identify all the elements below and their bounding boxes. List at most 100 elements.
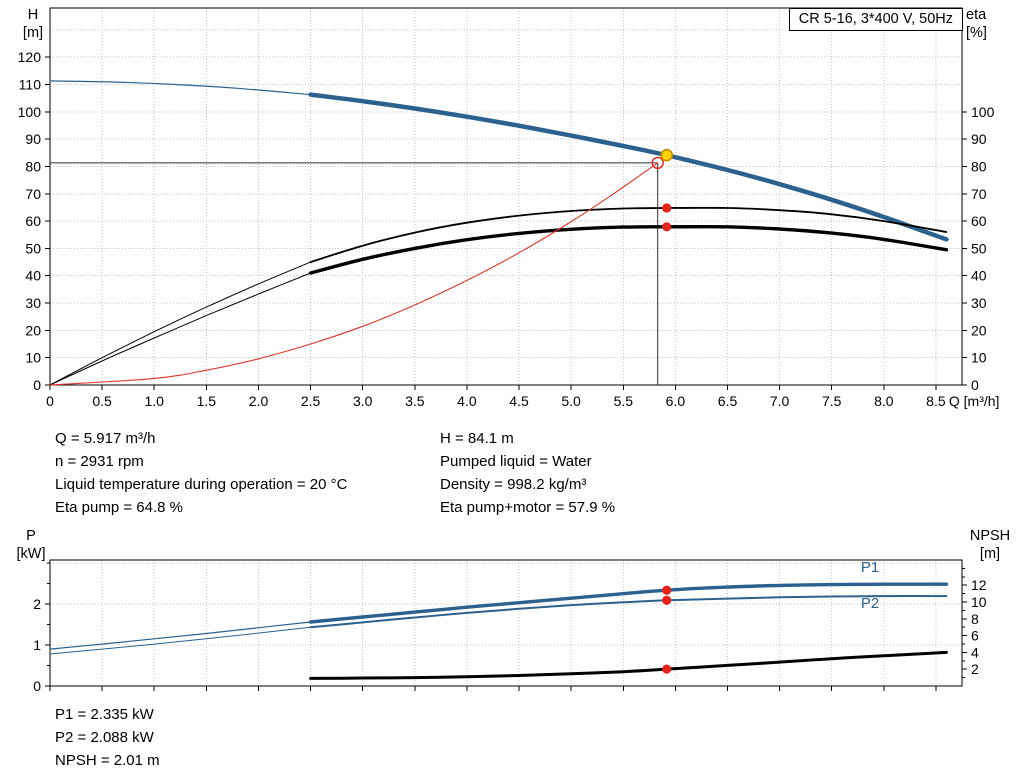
svg-text:5.5: 5.5 (614, 393, 634, 409)
svg-text:50: 50 (971, 240, 987, 256)
p-axis-symbol: P (26, 528, 36, 544)
svg-text:70: 70 (25, 186, 41, 202)
eta-pump-curve-extension (49, 261, 312, 386)
duty-info-right-column: H = 84.1 m Pumped liquid = Water Density… (440, 427, 615, 519)
eta-pump-motor-curve (308, 224, 949, 275)
svg-text:1.5: 1.5 (197, 393, 217, 409)
svg-text:0.5: 0.5 (92, 393, 112, 409)
svg-text:4: 4 (971, 644, 979, 660)
svg-text:1.0: 1.0 (144, 393, 164, 409)
eta-axis-title: eta [%] (966, 6, 1010, 42)
svg-text:4.5: 4.5 (509, 393, 529, 409)
info-speed: n = 2931 rpm (55, 453, 144, 470)
svg-text:30: 30 (25, 295, 41, 311)
p1-label: P1 (861, 559, 879, 576)
p1-curve (308, 582, 949, 624)
h-axis-symbol: H (27, 7, 39, 23)
svg-text:120: 120 (18, 49, 42, 65)
svg-text:80: 80 (25, 158, 41, 174)
duty-point-p2 (662, 595, 672, 605)
info-eta-pump: Eta pump = 64.8 % (55, 499, 183, 516)
svg-text:0: 0 (46, 393, 54, 409)
svg-text:8.0: 8.0 (874, 393, 894, 409)
svg-text:6: 6 (971, 628, 979, 644)
svg-text:30: 30 (971, 295, 987, 311)
svg-text:80: 80 (971, 158, 987, 174)
svg-text:4.0: 4.0 (457, 393, 477, 409)
svg-text:0: 0 (971, 377, 979, 393)
p2-label: P2 (861, 595, 879, 612)
svg-text:60: 60 (971, 213, 987, 229)
info-head: H = 84.1 m (440, 430, 514, 447)
svg-text:7.0: 7.0 (770, 393, 790, 409)
p2-curve (309, 595, 948, 629)
result-npsh: NPSH = 2.01 m (55, 752, 160, 769)
duty-point-head (660, 148, 674, 162)
svg-text:70: 70 (971, 186, 987, 202)
svg-text:110: 110 (19, 77, 42, 93)
svg-text:2.0: 2.0 (249, 393, 269, 409)
hq-curve (308, 92, 949, 242)
h-axis-unit: [m] (22, 25, 44, 41)
svg-text:Q [m³/h]: Q [m³/h] (949, 393, 1000, 409)
svg-text:2: 2 (971, 661, 979, 677)
svg-text:8.5: 8.5 (926, 393, 946, 409)
info-density: Density = 998.2 kg/m³ (440, 476, 587, 493)
svg-text:0: 0 (33, 377, 41, 393)
info-flow: Q = 5.917 m³/h (55, 430, 156, 447)
eta-pump-motor-curve-extension (49, 272, 312, 386)
pump-title: CR 5-16, 3*400 V, 50Hz (788, 8, 963, 31)
svg-text:6.5: 6.5 (718, 393, 738, 409)
svg-text:2.5: 2.5 (301, 393, 321, 409)
p-axis-title: P [kW] (10, 527, 52, 563)
svg-text:90: 90 (25, 131, 41, 147)
npsh-axis-unit: [m] (979, 546, 1001, 562)
h-axis-title: H [m] (14, 6, 52, 42)
svg-text:3.5: 3.5 (405, 393, 425, 409)
duty-point-eta-pump (662, 203, 672, 213)
svg-text:2: 2 (33, 596, 41, 612)
svg-text:8: 8 (971, 611, 979, 627)
eta-pump-curve (309, 206, 948, 263)
svg-text:20: 20 (25, 322, 41, 338)
npsh-axis-title: NPSH [m] (962, 527, 1018, 563)
svg-text:10: 10 (971, 350, 987, 366)
svg-text:12: 12 (971, 577, 987, 593)
npsh-axis-symbol: NPSH (969, 528, 1011, 544)
system-curve (49, 162, 659, 386)
p-axis-unit: [kW] (16, 546, 46, 562)
svg-text:3.0: 3.0 (353, 393, 373, 409)
svg-text:40: 40 (25, 268, 41, 284)
svg-text:100: 100 (18, 104, 42, 120)
duty-point-p1 (662, 585, 672, 595)
eta-axis-symbol: eta (966, 7, 987, 23)
hq-eta-chart[interactable]: 0 10 20 30 40 50 60 70 80 90 100 110 120 0 10 20 30 40 50 6… (0, 0, 1024, 420)
svg-text:60: 60 (25, 213, 41, 229)
eta-axis-unit: [%] (966, 25, 987, 41)
p2-curve-extension (49, 626, 312, 655)
svg-text:50: 50 (25, 240, 41, 256)
duty-point-eta-pump-motor (662, 222, 672, 232)
svg-text:40: 40 (971, 268, 987, 284)
result-p1: P1 = 2.335 kW (55, 706, 154, 723)
result-block: P1 = 2.335 kW P2 = 2.088 kW NPSH = 2.01 … (55, 703, 160, 772)
info-pumped-liquid: Pumped liquid = Water (440, 453, 592, 470)
p1-curve-extension (49, 621, 312, 650)
svg-text:10: 10 (971, 594, 987, 610)
duty-info-left-column: Q = 5.917 m³/h n = 2931 rpm Liquid tempe… (55, 427, 347, 519)
svg-text:1: 1 (33, 637, 41, 653)
hq-curve-extension (49, 80, 312, 96)
clicked-point (651, 156, 664, 170)
svg-text:5.0: 5.0 (561, 393, 581, 409)
npsh-curve (309, 650, 948, 680)
svg-text:0: 0 (33, 678, 41, 694)
svg-text:10: 10 (25, 350, 41, 366)
info-liquid-temperature: Liquid temperature during operation = 20… (55, 476, 348, 493)
svg-text:100: 100 (971, 104, 995, 120)
svg-text:6.0: 6.0 (666, 393, 686, 409)
result-p2: P2 = 2.088 kW (55, 729, 154, 746)
svg-text:7.5: 7.5 (822, 393, 842, 409)
duty-point-npsh (662, 664, 672, 674)
